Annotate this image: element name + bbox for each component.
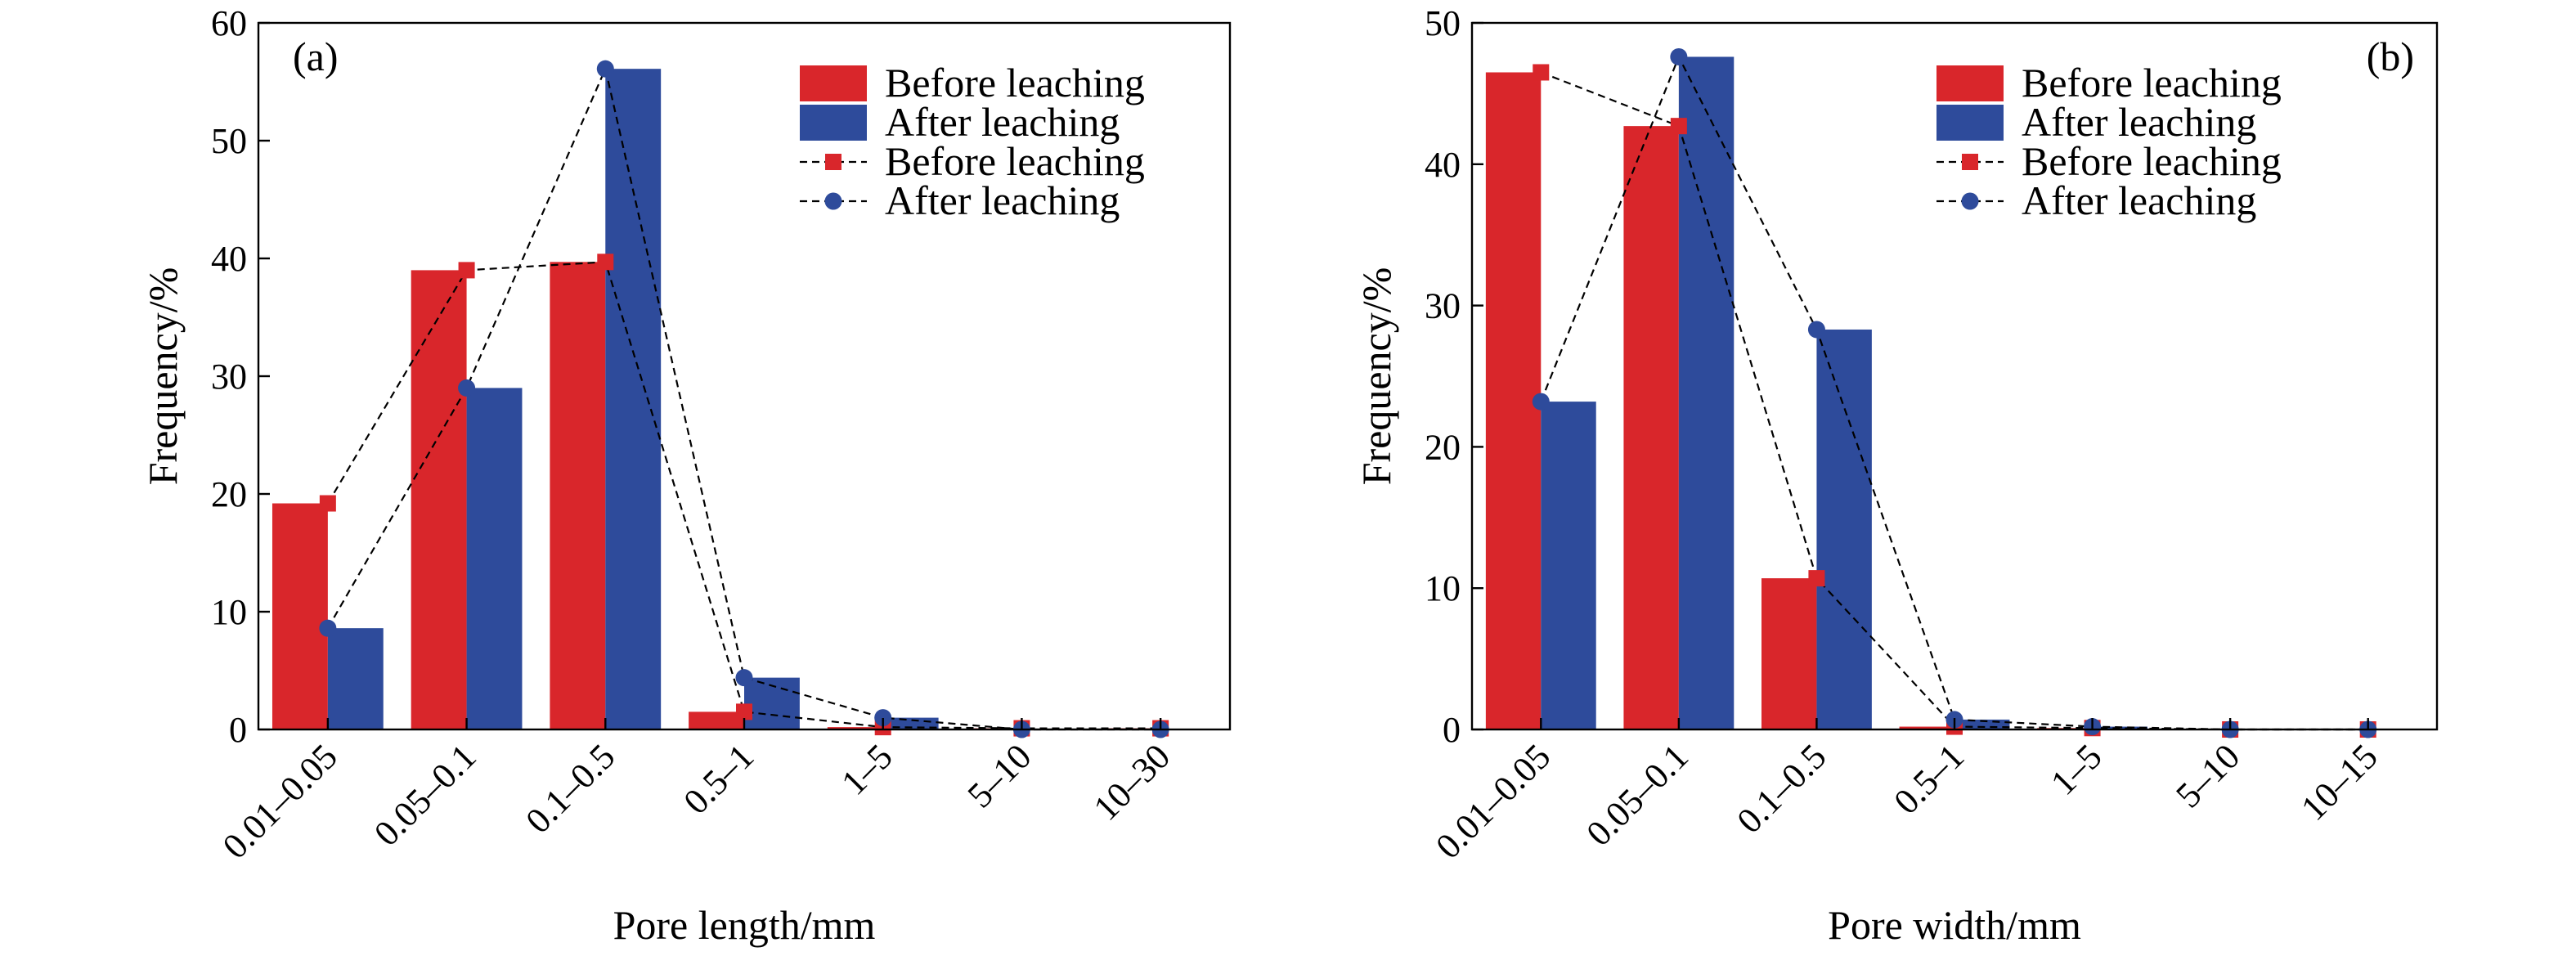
legend-swatch-b-0 <box>1936 65 2004 101</box>
x-tick-label-b-4: 1–5 <box>2043 736 2109 802</box>
legend-swatch-a-0 <box>800 65 867 101</box>
x-tick-label-a-6: 10–30 <box>1086 736 1178 828</box>
y-axis-title-b: Frequency/% <box>1353 267 1399 486</box>
bar-a-after-0 <box>327 628 384 729</box>
x-tick-label-b-3: 0.5–1 <box>1886 736 1972 822</box>
marker-a-before-3 <box>736 703 752 720</box>
marker-b-after-0 <box>1532 393 1550 411</box>
legend-label-b-3: After leaching <box>2022 177 2256 223</box>
marker-b-before-1 <box>1670 118 1687 135</box>
chart-panel-b: 0 10 20 30 40 50 0.01–0.05 0.05–0.1 0.1–0.5 0.5–1… <box>1353 3 2439 948</box>
y-tick-label-b-0: 0 <box>1443 710 1461 750</box>
bar-b-before-2 <box>1761 578 1817 729</box>
panel-label-a: (a) <box>293 34 339 79</box>
bar-a-after-1 <box>466 388 523 729</box>
y-tick-label-a-6: 60 <box>211 3 247 43</box>
marker-b-after-1 <box>1670 47 1688 65</box>
x-axis-title-b: Pore width/mm <box>1828 902 2081 948</box>
marker-b-before-2 <box>1808 570 1825 587</box>
bar-a-before-2 <box>550 262 606 729</box>
y-tick-label-a-0: 0 <box>229 710 247 750</box>
bar-a-before-4 <box>827 727 883 729</box>
marker-a-after-4 <box>874 709 892 727</box>
marker-a-after-0 <box>319 619 337 637</box>
y-tick-label-b-2: 20 <box>1425 427 1461 467</box>
x-tick-label-b-0: 0.01–0.05 <box>1428 736 1558 866</box>
bar-a-after-2 <box>605 69 662 729</box>
x-tick-label-a-5: 5–10 <box>960 736 1039 815</box>
y-tick-label-a-3: 30 <box>211 357 247 397</box>
bar-a-before-3 <box>689 711 744 729</box>
marker-a-before-2 <box>597 254 614 271</box>
panel-label-b: (b) <box>2367 34 2414 79</box>
x-tick-label-b-5: 5–10 <box>2168 736 2247 815</box>
marker-a-before-1 <box>458 262 475 279</box>
legend-label-b-0: Before leaching <box>2022 60 2282 105</box>
bar-a-before-1 <box>411 270 467 729</box>
marker-a-before-0 <box>319 495 336 512</box>
x-tick-label-a-2: 0.1–0.5 <box>518 736 622 841</box>
legend-marker-a-2 <box>825 154 841 170</box>
y-tick-label-a-5: 50 <box>211 121 247 161</box>
marker-a-after-2 <box>596 60 614 78</box>
y-tick-label-b-4: 40 <box>1425 145 1461 185</box>
legend-swatch-a-1 <box>800 105 867 141</box>
y-axis-title-a: Frequency/% <box>140 267 186 486</box>
bar-a-before-0 <box>272 503 328 729</box>
legend-label-a-0: Before leaching <box>885 60 1145 105</box>
x-tick-label-a-4: 1–5 <box>833 736 900 802</box>
x-tick-label-b-1: 0.05–0.1 <box>1578 736 1696 854</box>
legend-label-a-2: Before leaching <box>885 138 1145 184</box>
x-tick-label-a-0: 0.01–0.05 <box>215 736 345 866</box>
marker-b-after-2 <box>1807 321 1825 339</box>
legend-label-b-2: Before leaching <box>2022 138 2282 184</box>
legend-label-a-3: After leaching <box>885 177 1120 223</box>
legend-marker-a-3 <box>824 192 842 210</box>
x-tick-label-b-2: 0.1–0.5 <box>1730 736 1834 841</box>
chart-panel-a: 0 10 20 30 40 50 60 0.01–0.05 0.05–0.1 0.1–0.5 0.5… <box>140 3 1232 948</box>
legend-marker-b-3 <box>1961 192 1979 210</box>
legend-swatch-b-1 <box>1936 105 2004 141</box>
x-tick-label-a-1: 0.05–0.1 <box>366 736 484 854</box>
bar-b-before-1 <box>1623 126 1679 730</box>
legend-marker-b-2 <box>1962 154 1978 170</box>
x-tick-label-a-3: 0.5–1 <box>675 736 761 822</box>
bar-b-before-3 <box>1899 726 1954 729</box>
bar-b-before-0 <box>1485 72 1542 730</box>
marker-a-after-1 <box>458 379 476 397</box>
y-tick-label-b-5: 50 <box>1425 3 1461 43</box>
marker-a-after-3 <box>735 669 753 687</box>
y-tick-label-b-3: 30 <box>1425 286 1461 326</box>
y-tick-label-a-2: 20 <box>211 474 247 514</box>
bar-b-after-0 <box>1541 402 1596 729</box>
marker-b-before-0 <box>1533 64 1550 81</box>
legend-label-a-1: After leaching <box>885 99 1120 145</box>
y-tick-label-b-1: 10 <box>1425 568 1461 608</box>
legend-label-b-1: After leaching <box>2022 99 2256 145</box>
bar-b-after-2 <box>1816 329 1872 729</box>
bar-b-after-1 <box>1678 56 1735 730</box>
x-tick-label-b-6: 10–15 <box>2293 736 2385 828</box>
x-axis-title-a: Pore length/mm <box>613 902 876 948</box>
y-tick-label-a-1: 10 <box>211 592 247 632</box>
y-tick-label-a-4: 40 <box>211 239 247 279</box>
